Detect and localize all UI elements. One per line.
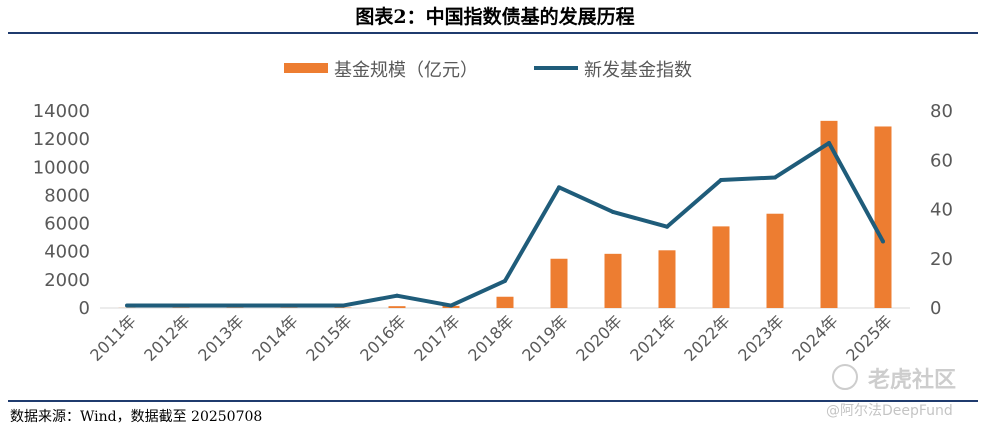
- line-point: [611, 209, 615, 214]
- x-tick-label: 2016年: [356, 311, 410, 365]
- bar: [550, 258, 568, 308]
- bottom-rule: [8, 400, 978, 402]
- y-left-tick-label: 2000: [44, 270, 90, 291]
- line-point: [341, 303, 345, 308]
- x-tick-label: 2015年: [302, 311, 356, 365]
- x-tick-label: 2011年: [86, 311, 140, 365]
- bar: [766, 213, 784, 308]
- y-right-tick-label: 20: [930, 249, 953, 270]
- y-right-tick-label: 40: [930, 200, 953, 221]
- source-note: 数据来源：Wind，数据截至 20250708: [10, 409, 263, 425]
- x-tick-label: 2021年: [626, 311, 680, 365]
- line-point: [773, 175, 777, 180]
- y-left-tick-label: 4000: [44, 242, 90, 263]
- y-left-tick-label: 0: [79, 298, 90, 319]
- x-tick-label: 2018年: [464, 311, 518, 365]
- bar: [604, 253, 622, 308]
- axes: 0 2000 4000 6000 8000 10000 12000 14000 0 20 40 60 8…: [33, 101, 953, 365]
- bar-series: [118, 120, 892, 308]
- x-tick-label: 2023年: [734, 311, 788, 365]
- line-point: [179, 303, 183, 308]
- y-left-tick-label: 12000: [33, 129, 90, 150]
- line-point: [557, 185, 561, 190]
- line-point: [233, 303, 237, 308]
- x-tick-label: 2019年: [518, 311, 572, 365]
- bar: [658, 250, 676, 308]
- bar: [712, 226, 730, 308]
- x-tick-label: 2017年: [410, 311, 464, 365]
- x-tick-label: 2012年: [140, 311, 194, 365]
- legend-bar-swatch: [284, 63, 328, 73]
- combo-chart: 基金规模（亿元） 新发基金指数 0 2000 4000 6000 8000 10000 120…: [33, 60, 953, 365]
- line-point: [665, 224, 669, 229]
- watermark-handle: @阿尔法DeepFund: [826, 403, 953, 419]
- x-tick-label: 2022年: [680, 311, 734, 365]
- y-right-tick-label: 0: [930, 298, 941, 319]
- bar: [388, 306, 406, 308]
- top-rule: [8, 32, 978, 34]
- x-tick-label: 2024年: [788, 311, 842, 365]
- x-tick-label: 2014年: [248, 311, 302, 365]
- legend: 基金规模（亿元） 新发基金指数: [284, 60, 692, 81]
- line-point: [395, 293, 399, 298]
- watermark: 老虎社区: [868, 368, 957, 393]
- line-series: [125, 141, 885, 308]
- line-point: [287, 303, 291, 308]
- line-point: [827, 141, 831, 146]
- figure-title: 图表2：中国指数债基的发展历程: [355, 6, 635, 28]
- y-right-tick-label: 80: [930, 101, 953, 122]
- y-left-tick-label: 14000: [33, 101, 90, 122]
- bar: [496, 296, 514, 308]
- legend-line-label: 新发基金指数: [584, 60, 692, 81]
- x-tick-label: 2025年: [842, 311, 896, 365]
- bar: [874, 126, 892, 308]
- line-point: [125, 303, 129, 308]
- y-left-tick-label: 10000: [33, 157, 90, 178]
- tiger-logo-icon: [832, 364, 858, 390]
- y-right-tick-label: 60: [930, 150, 953, 171]
- y-left-tick-label: 6000: [44, 214, 90, 235]
- line-point: [881, 239, 885, 244]
- line-point: [503, 278, 507, 283]
- line-point: [449, 303, 453, 308]
- bar: [820, 120, 838, 308]
- x-tick-label: 2020年: [572, 311, 626, 365]
- legend-bar-label: 基金规模（亿元）: [334, 60, 478, 81]
- x-tick-label: 2013年: [194, 311, 248, 365]
- line-point: [719, 177, 723, 182]
- y-left-tick-label: 8000: [44, 185, 90, 206]
